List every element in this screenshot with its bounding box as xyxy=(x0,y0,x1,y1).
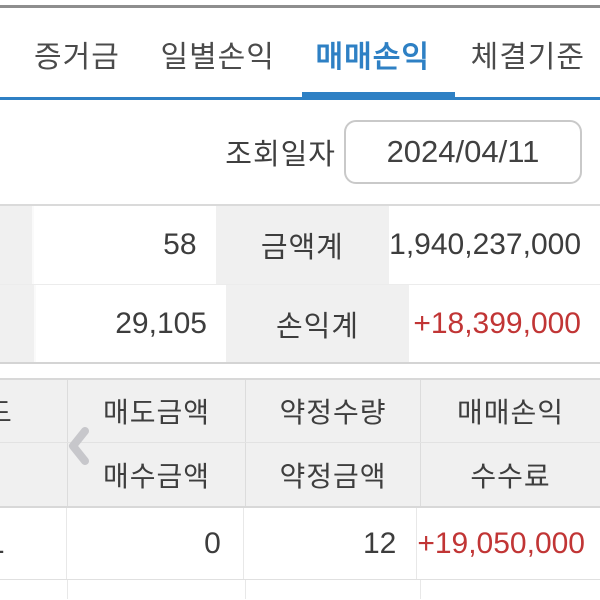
clipped-column-header: 드 xyxy=(0,380,67,442)
summary-count-cell: 29,105 xyxy=(115,306,207,340)
top-divider xyxy=(0,5,600,8)
trading-pnl-header: 매매손익 xyxy=(420,380,600,442)
pnl-total-label: 손익계 xyxy=(226,285,409,362)
contract-qty-cell: 12 xyxy=(242,508,417,579)
contract-qty-header: 약정수량 xyxy=(245,380,420,442)
tab-daily-pnl[interactable]: 일별손익 xyxy=(160,41,275,74)
inquiry-date-label: 조회일자 xyxy=(225,139,336,171)
summary-row-amount-total: 58 금액계 1,940,237,000 xyxy=(0,206,600,284)
buy-amount-header: 매수금액 xyxy=(67,443,245,506)
header-row-1: 드 매도금액 약정수량 매매손익 xyxy=(0,380,600,442)
active-tab-indicator xyxy=(302,92,455,100)
summary-count-cell: 58 xyxy=(163,228,197,261)
summary-row-pnl-total: 29,105 손익계 +18,399,000 xyxy=(0,284,600,362)
tab-underline xyxy=(0,97,600,100)
amount-total-value: 1,940,237,000 xyxy=(389,228,582,261)
detail-table: 드 매도금액 약정수량 매매손익 매수금액 약정금액 수수료 1 0 12 +1… xyxy=(0,378,600,599)
sell-amount-header: 매도금액 xyxy=(67,380,245,442)
table-row-partial xyxy=(0,580,600,599)
pnl-total-value: +18,399,000 xyxy=(413,306,581,340)
detail-table-body: 1 0 12 +19,050,000 xyxy=(0,506,600,599)
tab-bar: 증거금 일별손익 매매손익 체결기준 xyxy=(0,8,600,100)
summary-table: 58 금액계 1,940,237,000 29,105 손익계 +18,399,… xyxy=(0,204,600,364)
detail-table-header: 드 매도금액 약정수량 매매손익 매수금액 약정금액 수수료 xyxy=(0,380,600,506)
header-row-2: 매수금액 약정금액 수수료 xyxy=(0,442,600,506)
commission-header: 수수료 xyxy=(420,443,600,506)
chevron-left-icon[interactable] xyxy=(68,426,90,471)
section-gap xyxy=(0,364,600,378)
clipped-cell: 1 xyxy=(0,508,66,579)
clipped-column-header xyxy=(0,443,67,506)
amount-total-label: 금액계 xyxy=(215,206,390,284)
inquiry-date-input[interactable]: 2024/04/11 xyxy=(344,120,582,184)
tab-execution-basis[interactable]: 체결기준 xyxy=(470,41,585,74)
sell-amount-cell: 0 xyxy=(66,508,242,579)
trading-pnl-cell: +19,050,000 xyxy=(416,508,600,579)
tab-trading-pnl[interactable]: 매매손익 xyxy=(315,41,430,74)
summary-clipped-cell xyxy=(0,285,36,362)
tab-margin[interactable]: 증거금 xyxy=(34,41,120,74)
date-filter-row: 조회일자 2024/04/11 xyxy=(0,100,600,204)
contract-amount-header: 약정금액 xyxy=(245,443,420,506)
table-row[interactable]: 1 0 12 +19,050,000 xyxy=(0,508,600,580)
summary-clipped-cell xyxy=(0,206,35,284)
